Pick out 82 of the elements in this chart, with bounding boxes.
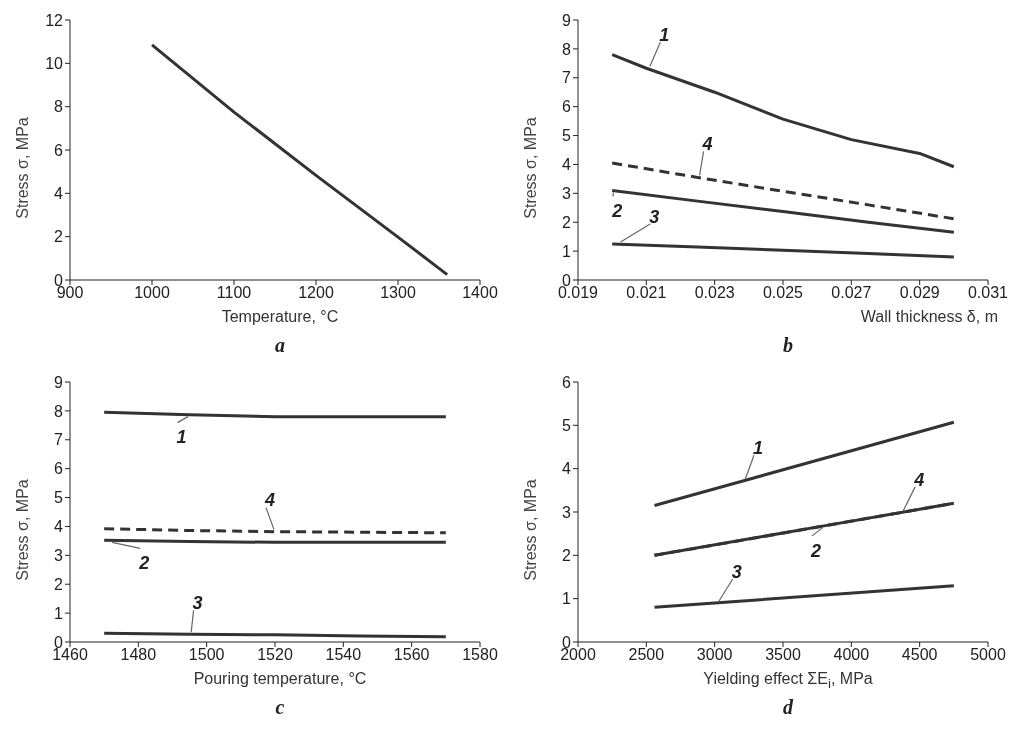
x-tick-label: 1540 — [325, 646, 362, 664]
series-label: 1 — [176, 427, 187, 448]
x-axis-title: Temperature, °C — [220, 308, 340, 326]
y-tick-label: 8 — [54, 402, 64, 420]
y-axis-title: Stress σ, MPa — [14, 479, 32, 581]
y-tick-label: 10 — [45, 55, 64, 73]
x-tick-label: 0.025 — [762, 284, 804, 302]
x-tick-label: 1300 — [380, 284, 416, 302]
x-tick-label: 1560 — [393, 646, 430, 664]
y-axis-title: Stress σ, MPa — [522, 117, 540, 219]
x-tick-label: 3000 — [696, 646, 733, 664]
y-tick-label: 5 — [562, 127, 572, 145]
y-tick-label: 8 — [54, 98, 64, 116]
text: b — [782, 334, 794, 357]
x-tick-label: 3500 — [765, 646, 801, 664]
line-series — [610, 188, 956, 234]
x-tick-label: 0.021 — [626, 284, 667, 302]
y-tick-label: 1 — [562, 242, 572, 260]
x-tick-label: 1200 — [298, 284, 334, 302]
series-label: 2 — [138, 553, 150, 574]
series-label: 3 — [731, 561, 742, 582]
y-tick-label: 4 — [54, 518, 64, 536]
x-tick-label: 4500 — [901, 646, 938, 664]
y-axis-title: Stress σ, MPa — [14, 117, 32, 219]
y-tick-label: 3 — [562, 185, 572, 203]
x-tick-label: 1480 — [120, 646, 157, 664]
x-tick-label: 0.027 — [831, 284, 872, 302]
line-series — [150, 43, 449, 277]
y-tick-label: 2 — [562, 547, 572, 565]
x-tick-label: 1520 — [257, 646, 293, 664]
series-label: 2 — [611, 201, 623, 222]
x-tick-label: 1000 — [134, 284, 170, 302]
y-tick-label: 6 — [54, 460, 64, 478]
y-tick-label: 4 — [562, 460, 572, 478]
series-label: 4 — [263, 490, 276, 511]
y-axis-title: Stress σ, MPa — [522, 479, 540, 581]
y-tick-label: 4 — [562, 156, 572, 174]
y-tick-label: 2 — [54, 575, 64, 593]
x-tick-label: 0.031 — [967, 284, 1009, 302]
y-tick-label: 3 — [54, 547, 64, 565]
x-tick-label: 1400 — [462, 284, 498, 302]
series-label: 1 — [752, 437, 764, 458]
series-label: 3 — [649, 206, 660, 227]
y-tick-label: 7 — [54, 431, 64, 449]
x-tick-label: 1100 — [216, 284, 252, 302]
text: c — [274, 696, 286, 719]
y-tick-label: 9 — [562, 11, 572, 29]
x-tick-label: 0.023 — [694, 284, 735, 302]
x-tick-label: 1580 — [462, 646, 498, 664]
y-tick-label: 8 — [562, 40, 572, 58]
series-label: 3 — [192, 592, 203, 613]
x-axis-title: Pouring temperature, °C — [192, 670, 368, 688]
line-series — [610, 242, 956, 259]
y-tick-label: 6 — [562, 373, 572, 391]
y-tick-label: 12 — [45, 11, 64, 29]
x-axis-title: Wall thickness δ, m — [859, 308, 998, 326]
series-label: 4 — [913, 469, 925, 490]
y-tick-label: 2 — [562, 213, 572, 231]
y-tick-label: 7 — [562, 69, 572, 87]
y-tick-label: 5 — [562, 417, 572, 435]
y-tick-label: 6 — [562, 98, 572, 116]
line-series — [610, 161, 956, 221]
x-tick-label: 4000 — [833, 646, 870, 664]
line-series — [610, 53, 956, 169]
y-tick-label: 9 — [54, 373, 64, 391]
series-label: 1 — [659, 24, 670, 45]
x-tick-label: 1500 — [188, 646, 225, 664]
x-tick-label: 5000 — [970, 646, 1006, 664]
text: a — [274, 334, 286, 357]
y-tick-label: 2 — [54, 228, 64, 246]
x-axis-title: Yielding effect ΣE$_{i}$, MPa — [702, 670, 874, 692]
series-label: 2 — [809, 540, 822, 561]
y-tick-label: 3 — [562, 503, 572, 521]
y-tick-label: 1 — [562, 590, 572, 608]
y-tick-label: 6 — [54, 141, 64, 159]
y-tick-label: 4 — [54, 185, 64, 203]
x-tick-label: 0.029 — [899, 284, 940, 302]
text: d — [782, 696, 795, 719]
series-label: 4 — [701, 134, 713, 155]
y-tick-label: 1 — [54, 604, 64, 622]
y-tick-label: 5 — [54, 489, 64, 507]
x-tick-label: 2500 — [628, 646, 665, 664]
